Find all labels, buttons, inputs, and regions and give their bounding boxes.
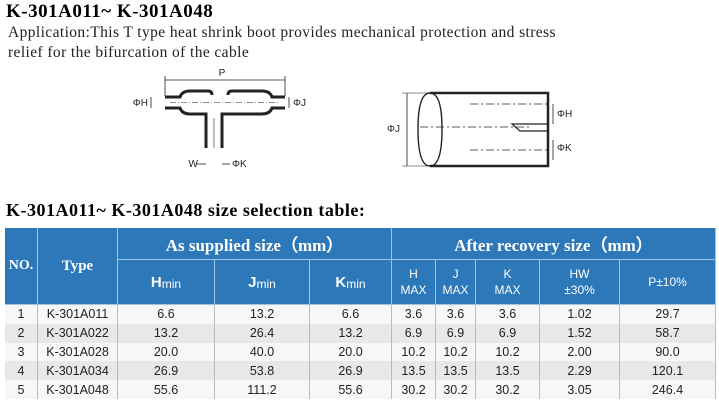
description-line: relief for the bifurcation of the cable	[8, 44, 250, 61]
header-sub: min	[346, 276, 366, 291]
table-cell: 1	[5, 305, 38, 324]
table-cell: 5	[5, 380, 38, 399]
table-cell: K-301A034	[38, 361, 118, 381]
dimension-label: ΦK	[232, 159, 247, 170]
table-cell: 3.05	[540, 380, 620, 399]
table-cell: 30.2	[436, 380, 476, 399]
header-cell: After recovery size（mm）	[392, 228, 716, 260]
table-cell: 6.9	[476, 323, 540, 343]
end-view-diagram	[402, 91, 554, 168]
size-table: NO. Type As supplied size（mm） After recover…	[5, 228, 716, 400]
table-cell: 10.2	[392, 342, 436, 362]
table-cell: K-301A048	[38, 380, 118, 399]
dimension-label: ΦH	[133, 98, 148, 109]
table-cell: 58.7	[620, 323, 716, 343]
table-cell: 13.5	[436, 361, 476, 381]
table-cell: 10.2	[476, 342, 540, 362]
table-cell: 6.6	[310, 305, 392, 324]
header-line: MAX	[442, 283, 469, 297]
table-cell: 3.6	[436, 305, 476, 324]
table-cell: 4	[5, 361, 38, 381]
table-cell: 13.5	[476, 361, 540, 381]
header-line: MAX	[494, 283, 521, 297]
table-cell: 13.5	[392, 361, 436, 381]
table-cell: 30.2	[476, 380, 540, 399]
description-line: Application:This T type heat shrink boot…	[8, 24, 556, 41]
table-cell: 6.9	[392, 323, 436, 343]
title: K-301A011~ K-301A048	[6, 1, 214, 22]
header-cell: H MAX	[392, 260, 436, 305]
table-cell: 20.0	[310, 342, 392, 362]
table-cell: 2.29	[540, 361, 620, 381]
dimension-label: ΦK	[557, 143, 572, 154]
t-boot-diagram	[150, 76, 290, 165]
table-cell: 53.8	[215, 361, 310, 381]
header-line: J	[452, 267, 459, 281]
table-cell: 1.02	[540, 305, 620, 324]
header-sub: min	[256, 276, 276, 291]
header-cell: K MAX	[476, 260, 540, 305]
header-line: MAX	[400, 283, 427, 297]
table-cell: 13.2	[310, 323, 392, 343]
table-cell: 2	[5, 323, 38, 343]
header-line: HW	[569, 267, 590, 281]
table-cell: 55.6	[310, 380, 392, 399]
row-bg	[5, 380, 716, 400]
table-cell: 90.0	[620, 342, 716, 362]
table-cell: 13.2	[215, 305, 310, 324]
table-cell: 55.6	[118, 380, 215, 399]
header-sub: min	[161, 276, 182, 291]
diagrams: P ΦH ΦJ W ΦK ΦJ ΦH ΦK	[133, 68, 572, 170]
dimension-label: ΦH	[557, 109, 572, 120]
dimension-label: P	[219, 68, 226, 79]
table-cell: 6.6	[118, 305, 215, 324]
table-cell: K-301A028	[38, 342, 118, 362]
table-cell: 26.9	[310, 361, 392, 381]
table-cell: K-301A022	[38, 323, 118, 343]
header-cell: P±10%	[620, 260, 716, 305]
table-cell: 3	[5, 342, 38, 362]
header-line: ±30%	[564, 283, 595, 297]
table-cell: 120.1	[620, 361, 716, 381]
table-cell: 20.0	[118, 342, 215, 362]
header-cell: As supplied size（mm）	[118, 228, 392, 260]
header-main: K	[335, 273, 347, 291]
table-cell: 246.4	[620, 380, 716, 399]
table-cell: 26.9	[118, 361, 215, 381]
header-line: P±10%	[648, 275, 687, 289]
header-main: H	[150, 273, 162, 291]
table-title: K-301A011~ K-301A048 size selection tabl…	[6, 200, 366, 220]
table-cell: 3.6	[392, 305, 436, 324]
table-cell: 40.0	[215, 342, 310, 362]
dimension-label: ΦJ	[293, 98, 306, 109]
table-cell: 29.7	[620, 305, 716, 324]
header-cell: Type	[38, 228, 118, 305]
header-cell: NO.	[5, 228, 38, 305]
table-cell: 10.2	[436, 342, 476, 362]
dimension-label: W	[189, 159, 199, 170]
table-cell: 30.2	[392, 380, 436, 399]
table-cell: 3.6	[476, 305, 540, 324]
header-line: K	[503, 267, 512, 281]
table-cell: 2.00	[540, 342, 620, 362]
table-cell: 6.9	[436, 323, 476, 343]
table-cell: K-301A011	[38, 305, 118, 324]
table-cell: 26.4	[215, 323, 310, 343]
header-main: J	[248, 273, 257, 291]
header-cell: J MAX	[436, 260, 476, 305]
table-cell: 111.2	[215, 380, 310, 399]
header-line: H	[409, 267, 418, 281]
header-cell: HW ±30%	[540, 260, 620, 305]
table-cell: 1.52	[540, 323, 620, 343]
dimension-label: ΦJ	[387, 124, 400, 135]
table-cell: 13.2	[118, 323, 215, 343]
